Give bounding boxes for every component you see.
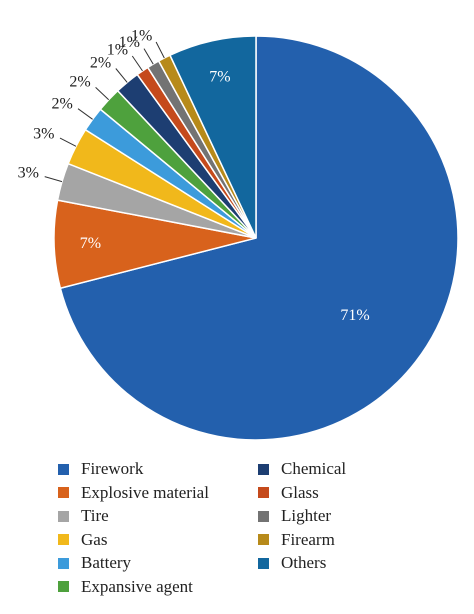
legend-item-firework: Firework — [58, 458, 143, 480]
data-label-tire: 3% — [18, 165, 39, 182]
legend-label: Expansive agent — [81, 576, 193, 596]
leader-line-tire — [44, 176, 63, 183]
data-label-expansive-agent: 2% — [69, 74, 90, 91]
legend-label: Firearm — [281, 529, 335, 549]
legend-label: Battery — [81, 553, 132, 572]
data-label-firearm: 1% — [131, 27, 152, 44]
legend-label: Explosive material — [81, 482, 209, 502]
legend-label: Gas — [81, 529, 108, 549]
legend-swatch — [258, 487, 269, 498]
legend-item-expansive-agent: Expansive agent — [58, 576, 193, 598]
legend-swatch — [58, 487, 69, 498]
legend-label: Lighter — [281, 506, 332, 525]
leader-line-gas — [59, 137, 77, 147]
pie-slice-firework — [59, 35, 459, 441]
legend-swatch — [58, 510, 69, 522]
legend-swatch — [258, 557, 269, 569]
legend-label: Chemical — [281, 459, 347, 478]
legend-item-firearm: Firearm — [258, 529, 335, 551]
data-label-others: 7% — [209, 68, 230, 85]
data-label-gas: 3% — [33, 125, 54, 142]
data-label-battery: 2% — [51, 95, 72, 112]
legend-item-gas: Gas — [58, 529, 107, 551]
pie-chart-svg: 71%7%3%3%2%2%2%1%1%1%7% — [18, 27, 459, 441]
legend-swatch — [58, 463, 69, 475]
legend-item-glass: Glass — [258, 482, 319, 504]
data-label-glass: 1% — [107, 42, 128, 59]
legend-item-tire: Tire — [58, 505, 109, 527]
data-label-lighter: 1% — [119, 34, 140, 51]
legend-item-lighter: Lighter — [258, 505, 331, 527]
legend-item-battery: Battery — [58, 552, 131, 574]
legend-swatch — [258, 534, 269, 545]
chart-legend: Firework Explosive material Tire Gas Battery… — [58, 458, 458, 606]
pie-slice-others — [168, 35, 257, 239]
leader-line-chemical — [115, 68, 128, 83]
data-label-firework: 71% — [340, 307, 369, 324]
leader-line-battery — [77, 108, 93, 120]
legend-swatch — [58, 557, 69, 569]
legend-item-chemical: Chemical — [258, 458, 346, 480]
legend-label: Tire — [81, 506, 109, 525]
legend-item-others: Others — [258, 552, 326, 574]
leader-line-firearm — [155, 41, 165, 59]
leader-line-glass — [131, 55, 143, 72]
legend-swatch — [258, 463, 269, 475]
legend-label: Firework — [81, 459, 144, 478]
legend-swatch — [258, 510, 269, 522]
data-label-explosive-material: 7% — [80, 235, 101, 252]
data-label-chemical: 2% — [90, 54, 111, 71]
leader-line-expansive-agent — [95, 87, 110, 101]
legend-swatch — [58, 534, 69, 545]
legend-item-explosive-material: Explosive material — [58, 482, 209, 504]
legend-label: Glass — [281, 482, 319, 502]
leader-line-lighter — [143, 48, 154, 65]
legend-label: Others — [281, 553, 327, 572]
pie-chart: 71% 7% 3% 3% 2% 2% 2% 1% 1% 1% 7% — [18, 27, 459, 441]
legend-swatch — [58, 581, 69, 592]
